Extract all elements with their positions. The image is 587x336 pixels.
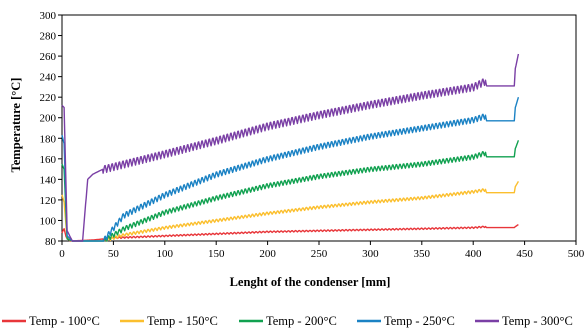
series-line-4	[61, 97, 520, 242]
x-tick-label: 400	[465, 248, 482, 260]
series-line-2	[61, 181, 520, 242]
y-tick-label: 260	[40, 51, 57, 63]
y-tick-label: 240	[40, 72, 57, 84]
legend-label: Temp - 200°C	[266, 314, 337, 328]
series-line-1	[61, 223, 519, 242]
y-tick-label: 160	[40, 154, 57, 166]
y-tick-label: 140	[40, 174, 57, 186]
y-tick-label: 280	[40, 31, 57, 43]
legend-label: Temp - 150°C	[147, 314, 218, 328]
x-tick-label: 450	[516, 248, 533, 260]
y-tick-label: 120	[40, 195, 57, 207]
plot-border	[61, 14, 577, 242]
x-tick-label: 300	[362, 248, 379, 260]
y-axis-ticks: 80 100 120 140 160 180 200 220 240 260 280 300	[40, 10, 62, 248]
plot-area	[61, 14, 577, 242]
x-tick-label: 100	[157, 248, 174, 260]
legend-label: Temp - 250°C	[384, 314, 455, 328]
series-line-3	[61, 140, 520, 242]
x-tick-label: 200	[259, 248, 276, 260]
series-lines	[61, 53, 520, 242]
x-tick-label: 0	[59, 248, 65, 260]
x-tick-label: 350	[414, 248, 431, 260]
x-tick-label: 150	[208, 248, 225, 260]
series-line-5	[61, 53, 520, 242]
x-axis-ticks: 0 50 100 150 200 250 300 350 400 450 500	[59, 241, 585, 260]
y-tick-label: 80	[45, 236, 57, 248]
y-tick-label: 200	[40, 113, 57, 125]
x-axis-title: Lenght of the condenser [mm]	[230, 275, 391, 289]
x-tick-label: 500	[568, 248, 585, 260]
y-tick-label: 220	[40, 92, 57, 104]
x-tick-label: 50	[108, 248, 120, 260]
x-tick-label: 250	[311, 248, 328, 260]
y-axis-title: Temperature [°C]	[9, 78, 23, 173]
legend-label: Temp - 100°C	[29, 314, 100, 328]
y-tick-label: 100	[40, 215, 57, 227]
legend: Temp - 100°C Temp - 150°C Temp - 200°C Temp…	[2, 314, 573, 328]
legend-label: Temp - 300°C	[502, 314, 573, 328]
y-tick-label: 180	[40, 133, 57, 145]
y-tick-label: 300	[40, 10, 57, 22]
